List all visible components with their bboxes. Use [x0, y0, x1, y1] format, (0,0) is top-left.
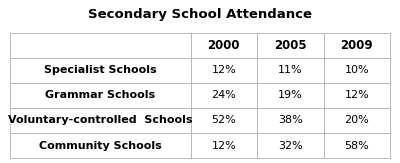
Text: Secondary School Attendance: Secondary School Attendance [88, 8, 312, 21]
Text: Voluntary-controlled  Schools: Voluntary-controlled Schools [8, 115, 192, 126]
Bar [324, 133, 390, 158]
Bar [10, 83, 190, 108]
Text: 58%: 58% [344, 141, 369, 151]
Bar [324, 33, 390, 58]
Bar [190, 108, 257, 133]
Text: 11%: 11% [278, 65, 302, 75]
Text: 32%: 32% [278, 141, 303, 151]
Text: 2005: 2005 [274, 39, 306, 52]
Bar [257, 33, 324, 58]
Text: 12%: 12% [344, 90, 369, 100]
Bar [257, 108, 324, 133]
Text: Grammar Schools: Grammar Schools [45, 90, 155, 100]
Text: Specialist Schools: Specialist Schools [44, 65, 156, 75]
Bar [10, 33, 190, 58]
Text: 12%: 12% [211, 141, 236, 151]
Bar [190, 33, 257, 58]
Text: 38%: 38% [278, 115, 303, 126]
Bar [10, 58, 190, 83]
Text: 20%: 20% [344, 115, 369, 126]
Bar [190, 83, 257, 108]
Bar [324, 108, 390, 133]
Bar [324, 83, 390, 108]
Bar [190, 133, 257, 158]
Text: 2009: 2009 [340, 39, 373, 52]
Text: 2000: 2000 [208, 39, 240, 52]
Bar [10, 133, 190, 158]
Text: 24%: 24% [211, 90, 236, 100]
Text: 52%: 52% [211, 115, 236, 126]
Text: 12%: 12% [211, 65, 236, 75]
Bar [257, 133, 324, 158]
Bar [257, 58, 324, 83]
Text: 10%: 10% [344, 65, 369, 75]
Text: 19%: 19% [278, 90, 303, 100]
Text: Community Schools: Community Schools [39, 141, 162, 151]
Bar [324, 58, 390, 83]
Bar [257, 83, 324, 108]
Bar [10, 108, 190, 133]
Bar [190, 58, 257, 83]
